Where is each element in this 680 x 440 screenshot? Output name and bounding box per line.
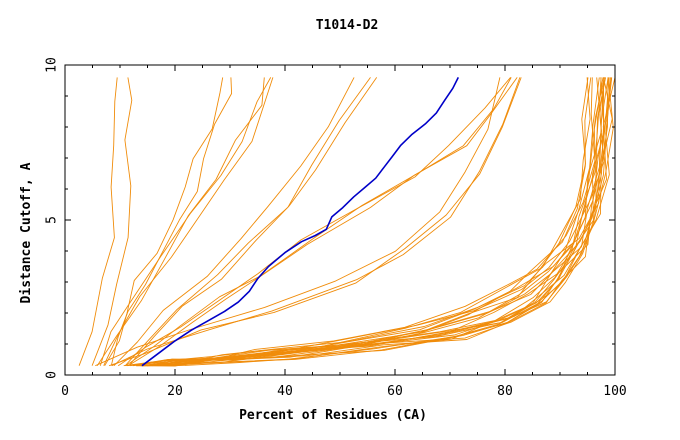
model-line-good-c (146, 77, 613, 367)
y-tick-label: 10 (45, 57, 60, 73)
model-line-poor-c (96, 77, 265, 366)
model-line-good-d (144, 77, 613, 367)
model-line-poor-b (91, 77, 133, 366)
model-line-good-a (136, 77, 604, 367)
model-line-good-a (133, 77, 600, 367)
x-tick-label: 0 (61, 384, 69, 399)
x-tick-label: 60 (387, 384, 403, 399)
x-axis-label: Percent of Residues (CA) (239, 408, 427, 423)
x-tick-label: 80 (497, 384, 513, 399)
y-tick-label: 5 (45, 216, 60, 224)
model-line-good-b (123, 77, 592, 367)
model-line-good-c (147, 77, 616, 367)
model-line-poor-b (78, 77, 118, 366)
model-line-poor-c (99, 77, 272, 366)
model-line-good-b (136, 77, 605, 367)
model-line-mid-b (117, 77, 511, 367)
y-tick-label: 0 (45, 371, 60, 379)
x-tick-label: 100 (603, 384, 626, 399)
model-line-mid-a (108, 77, 522, 367)
model-line-good-d (142, 77, 605, 367)
model-line-good-d (145, 77, 605, 367)
model-line-poor-a (104, 77, 224, 366)
model-line-poor-d (128, 77, 378, 366)
highlight-model-line (141, 77, 460, 367)
model-line-good-b (142, 77, 607, 367)
axis-ticks: 0 20 40 60 80 100 0 5 10 (45, 57, 627, 399)
model-line-good-a (146, 77, 609, 367)
x-tick-label: 40 (277, 384, 293, 399)
model-line-good-c (141, 77, 611, 367)
model-line-good-c (141, 77, 605, 367)
model-line-good-b (140, 77, 609, 367)
x-tick-label: 20 (167, 384, 183, 399)
model-line-good-a (151, 77, 614, 367)
model-line-good-d (130, 77, 591, 367)
model-line-poor-d (124, 77, 371, 367)
plot-lines (78, 77, 616, 367)
model-line-good-b (126, 77, 589, 367)
model-line-good-b (147, 77, 613, 367)
model-line-poor-c (103, 77, 274, 366)
model-line-good-c (140, 77, 610, 367)
y-axis-label: Distance Cutoff, A (19, 162, 34, 303)
model-line-mid-a (111, 77, 521, 367)
chart-title: T1014-D2 (316, 18, 379, 33)
model-line-poor-d (113, 77, 355, 367)
model-line-mid-b (127, 77, 518, 367)
model-line-good-d (132, 77, 596, 367)
